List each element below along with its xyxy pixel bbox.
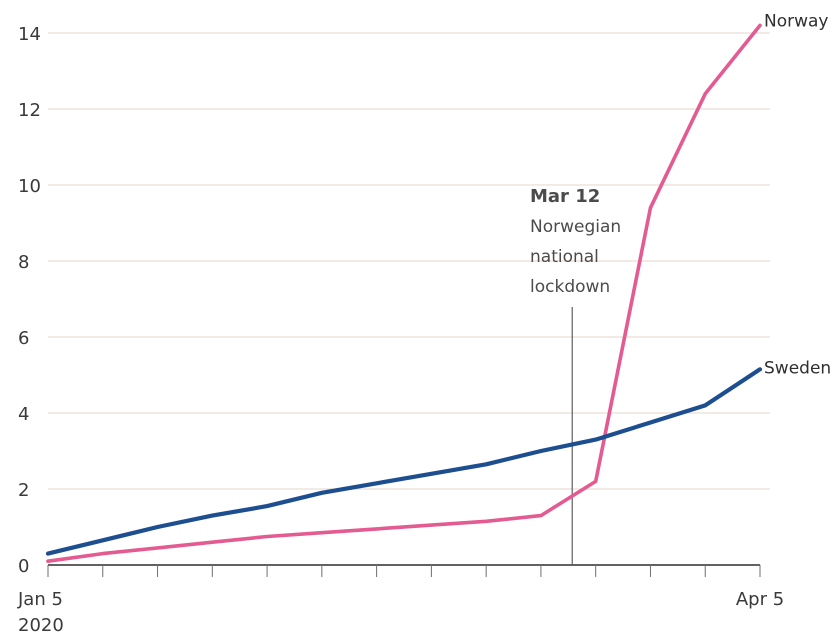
y-tick-label: 0	[18, 556, 29, 577]
y-tick-label: 12	[18, 100, 41, 121]
x-tick-label-start: Jan 5	[17, 589, 63, 610]
y-tick-label: 6	[18, 328, 29, 349]
series-label-sweden: Sweden	[764, 358, 831, 378]
x-tick-label-end: Apr 5	[736, 589, 784, 610]
annotation-line-2: national	[530, 247, 599, 267]
y-tick-label: 4	[18, 404, 29, 425]
x-tick-label-start-year: 2020	[18, 615, 64, 636]
y-tick-label: 10	[18, 176, 41, 197]
series-line-sweden	[45, 367, 763, 556]
annotation-line-3: lockdown	[530, 277, 610, 297]
annotation-date: Mar 12	[530, 186, 600, 207]
grid-lines	[48, 32, 770, 490]
y-tick-label: 2	[18, 480, 29, 501]
y-tick-label: 8	[18, 252, 29, 273]
series-line-norway	[46, 23, 762, 563]
series-label-norway: Norway	[764, 11, 829, 31]
x-axis-ticks	[47, 565, 761, 577]
annotation-line-1: Norwegian	[530, 217, 621, 237]
y-tick-label: 14	[18, 24, 41, 45]
